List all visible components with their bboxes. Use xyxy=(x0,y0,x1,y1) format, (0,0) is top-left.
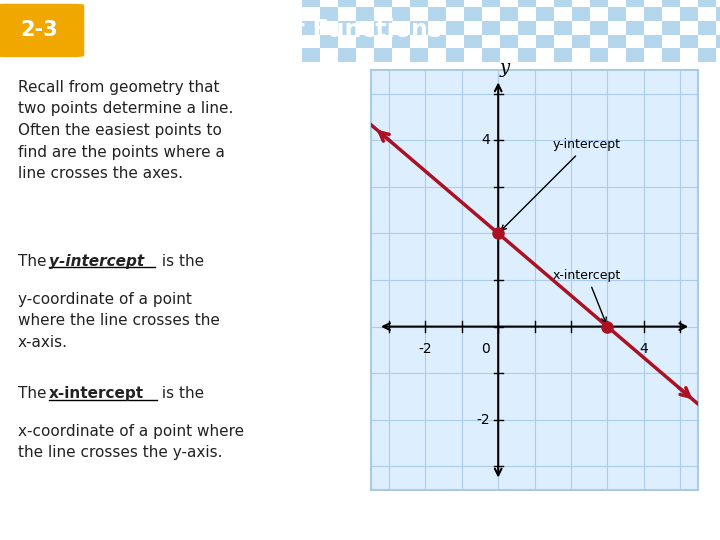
Text: All Rights Reserved.: All Rights Reserved. xyxy=(616,517,720,526)
Bar xyxy=(374,49,392,62)
Bar xyxy=(338,0,356,8)
Bar xyxy=(554,21,572,35)
Bar xyxy=(410,21,428,35)
Bar xyxy=(554,49,572,62)
Text: x‑intercept: x‑intercept xyxy=(49,386,144,401)
Bar xyxy=(716,8,720,21)
Bar xyxy=(302,21,320,35)
Bar xyxy=(482,0,500,8)
Text: y: y xyxy=(500,59,510,77)
Bar xyxy=(662,49,680,62)
Text: The: The xyxy=(18,254,51,269)
Text: 2-3: 2-3 xyxy=(21,20,58,40)
Text: Copyright © by Holt Mc Dougal.: Copyright © by Holt Mc Dougal. xyxy=(446,517,616,526)
Bar xyxy=(536,8,554,21)
Text: is the: is the xyxy=(157,254,204,269)
Bar xyxy=(500,8,518,21)
FancyBboxPatch shape xyxy=(0,4,84,57)
Text: x-intercept: x-intercept xyxy=(553,269,621,322)
Bar xyxy=(482,49,500,62)
Bar xyxy=(410,0,428,8)
Bar xyxy=(698,0,716,8)
Bar xyxy=(572,8,590,21)
Bar xyxy=(374,0,392,8)
Bar xyxy=(500,35,518,49)
Bar xyxy=(518,49,536,62)
Bar xyxy=(446,49,464,62)
Bar xyxy=(626,21,644,35)
Bar xyxy=(626,0,644,8)
Text: -2: -2 xyxy=(477,413,490,427)
Bar xyxy=(572,35,590,49)
Bar xyxy=(482,21,500,35)
Bar xyxy=(374,21,392,35)
Bar xyxy=(590,0,608,8)
Bar xyxy=(338,49,356,62)
Text: The: The xyxy=(18,386,51,401)
Bar xyxy=(428,8,446,21)
Bar xyxy=(320,8,338,21)
Text: y-coordinate of a point
where the line crosses the
x-axis.: y-coordinate of a point where the line c… xyxy=(18,292,220,350)
Text: y-intercept: y-intercept xyxy=(501,138,621,230)
Text: y‑intercept: y‑intercept xyxy=(49,254,144,269)
Bar xyxy=(464,35,482,49)
Bar xyxy=(590,21,608,35)
Bar xyxy=(464,8,482,21)
Bar xyxy=(392,8,410,21)
Bar xyxy=(716,35,720,49)
Bar xyxy=(356,35,374,49)
Bar xyxy=(608,35,626,49)
Bar xyxy=(608,8,626,21)
Bar xyxy=(698,21,716,35)
Bar xyxy=(554,0,572,8)
Bar xyxy=(338,21,356,35)
Bar xyxy=(644,8,662,21)
Bar xyxy=(680,8,698,21)
Bar xyxy=(392,35,410,49)
Bar xyxy=(410,49,428,62)
Bar xyxy=(518,0,536,8)
Text: x-coordinate of a point where
the line crosses the y-axis.: x-coordinate of a point where the line c… xyxy=(18,424,244,461)
Bar xyxy=(518,21,536,35)
Bar xyxy=(428,35,446,49)
Bar xyxy=(662,21,680,35)
Bar xyxy=(356,8,374,21)
Bar xyxy=(320,35,338,49)
Text: 4: 4 xyxy=(482,133,490,147)
Text: 0: 0 xyxy=(482,341,490,355)
Text: Recall from geometry that
two points determine a line.
Often the easiest points : Recall from geometry that two points det… xyxy=(18,80,233,181)
Text: Holt Mc.Dougal Algebra 2: Holt Mc.Dougal Algebra 2 xyxy=(9,515,168,528)
Bar xyxy=(302,49,320,62)
Bar xyxy=(446,21,464,35)
Bar xyxy=(698,49,716,62)
Bar xyxy=(302,0,320,8)
Text: is the: is the xyxy=(157,386,204,401)
Bar xyxy=(536,35,554,49)
Bar xyxy=(680,35,698,49)
Text: Graphing Linear Functions: Graphing Linear Functions xyxy=(90,18,442,42)
Text: -2: -2 xyxy=(418,341,432,355)
Text: 4: 4 xyxy=(639,341,648,355)
Bar xyxy=(626,49,644,62)
Bar xyxy=(446,0,464,8)
Bar xyxy=(662,0,680,8)
Bar xyxy=(644,35,662,49)
Bar xyxy=(590,49,608,62)
